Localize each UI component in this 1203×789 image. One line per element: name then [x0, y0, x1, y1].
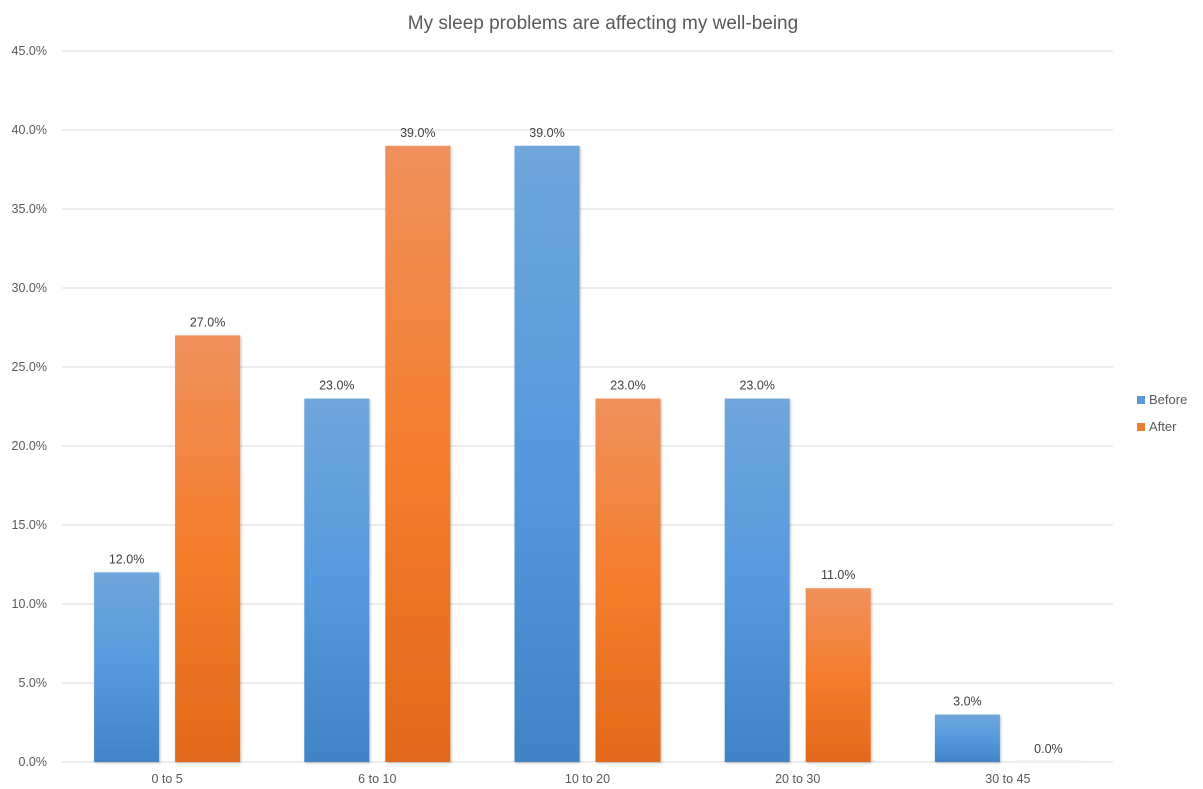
bar-after: [805, 588, 871, 762]
y-tick-label: 10.0%: [12, 597, 47, 611]
legend-swatch-before: [1137, 396, 1145, 404]
data-label-before: 23.0%: [319, 379, 354, 393]
y-tick-label: 5.0%: [19, 676, 48, 690]
data-label-before: 3.0%: [953, 695, 982, 709]
data-label-after: 0.0%: [1034, 742, 1063, 756]
bars: [94, 145, 1081, 763]
data-label-after: 11.0%: [821, 568, 856, 582]
x-tick-label: 6 to 10: [358, 772, 396, 786]
bar-before: [514, 145, 580, 763]
bar-before: [304, 398, 370, 762]
legend-label-before: Before: [1149, 392, 1187, 407]
y-tick-label: 40.0%: [12, 123, 47, 137]
data-label-before: 12.0%: [109, 552, 144, 566]
data-label-after: 23.0%: [610, 379, 645, 393]
x-axis-tick-labels: 0 to 5 6 to 10 10 to 20 20 to 30 30 to 45: [151, 772, 1030, 786]
y-tick-label: 20.0%: [12, 439, 47, 453]
bar-after: [385, 145, 451, 763]
bar-after: [1015, 760, 1081, 762]
x-tick-label: 30 to 45: [985, 772, 1030, 786]
data-label-before: 23.0%: [739, 379, 774, 393]
x-tick-label: 20 to 30: [775, 772, 820, 786]
x-tick-label: 10 to 20: [565, 772, 610, 786]
y-tick-label: 30.0%: [12, 281, 47, 295]
bar-before: [94, 572, 160, 762]
legend: Before After: [1137, 392, 1187, 434]
legend-swatch-after: [1137, 423, 1145, 431]
data-label-before: 39.0%: [529, 126, 564, 140]
y-tick-label: 25.0%: [12, 360, 47, 374]
data-label-after: 27.0%: [190, 315, 225, 329]
y-tick-label: 0.0%: [19, 755, 48, 769]
y-tick-label: 35.0%: [12, 202, 47, 216]
y-axis-tick-labels: 0.0% 5.0% 10.0% 15.0% 20.0% 25.0% 30.0% 35.0% 40…: [12, 44, 47, 769]
chart-title: My sleep problems are affecting my well-…: [408, 13, 798, 34]
data-labels: 12.0% 27.0% 23.0% 39.0% 39.0% 23.0% 23.0% 11.0%…: [109, 126, 1063, 756]
bar-before: [724, 398, 790, 762]
bar-before: [934, 714, 1000, 762]
y-tick-label: 45.0%: [12, 44, 47, 58]
bar-after: [595, 398, 661, 762]
legend-label-after: After: [1149, 419, 1177, 434]
data-label-after: 39.0%: [400, 126, 435, 140]
x-tick-label: 0 to 5: [151, 772, 182, 786]
bar-after: [175, 335, 241, 762]
y-tick-label: 15.0%: [12, 518, 47, 532]
